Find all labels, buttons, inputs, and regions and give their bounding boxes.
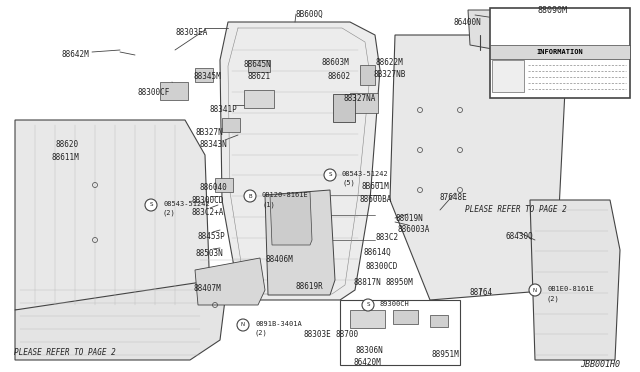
Bar: [393, 310, 418, 324]
Bar: [490, 45, 630, 59]
Text: 88622M: 88622M: [376, 58, 404, 67]
Bar: [222, 118, 240, 132]
Text: (1): (1): [262, 201, 275, 208]
Text: 08543-51242: 08543-51242: [163, 201, 210, 207]
Polygon shape: [270, 192, 312, 245]
Text: S: S: [149, 202, 153, 208]
Text: 88303EA: 88303EA: [175, 28, 207, 37]
Bar: [215, 178, 233, 192]
Circle shape: [529, 284, 541, 296]
Bar: [340, 300, 460, 365]
Polygon shape: [195, 258, 265, 305]
Text: 88327NA: 88327NA: [343, 94, 376, 103]
Text: 88619R: 88619R: [296, 282, 324, 291]
Text: JBB001H0: JBB001H0: [580, 360, 620, 369]
Text: 886003A: 886003A: [397, 225, 429, 234]
Text: 886040: 886040: [200, 183, 228, 192]
Text: 0891B-3401A: 0891B-3401A: [255, 321, 301, 327]
Text: 88950M: 88950M: [385, 278, 413, 287]
Circle shape: [237, 319, 249, 331]
Text: 88407M: 88407M: [194, 284, 221, 293]
Bar: [333, 94, 355, 122]
Text: 88621: 88621: [248, 72, 271, 81]
Circle shape: [145, 199, 157, 211]
Bar: [492, 60, 524, 92]
Text: 88642M: 88642M: [62, 50, 90, 59]
Polygon shape: [530, 200, 620, 360]
Text: 88345M: 88345M: [193, 72, 221, 81]
Text: 0B1E0-8161E: 0B1E0-8161E: [547, 286, 594, 292]
Text: 8B327NB: 8B327NB: [374, 70, 406, 79]
Text: 88343N: 88343N: [200, 140, 228, 149]
Circle shape: [324, 169, 336, 181]
Text: 08543-51242: 08543-51242: [342, 171, 388, 177]
Text: 88300CD: 88300CD: [366, 262, 398, 271]
Bar: [490, 8, 630, 98]
Text: 88600BA: 88600BA: [359, 195, 392, 204]
Text: 883C2+A: 883C2+A: [191, 208, 223, 217]
Text: (2): (2): [255, 330, 268, 337]
Text: 88645N: 88645N: [244, 60, 272, 69]
Polygon shape: [390, 35, 565, 300]
Text: 88300CF: 88300CF: [138, 88, 170, 97]
Text: 88453P: 88453P: [197, 232, 225, 241]
Text: 8B327N: 8B327N: [196, 128, 224, 137]
Polygon shape: [265, 190, 335, 295]
Text: 88090M: 88090M: [537, 6, 567, 15]
Text: 88951M: 88951M: [431, 350, 459, 359]
Text: 86400N: 86400N: [453, 18, 481, 27]
Text: S: S: [366, 302, 370, 308]
Text: 883C2: 883C2: [375, 233, 398, 242]
Bar: [350, 93, 378, 113]
Text: N: N: [533, 288, 537, 292]
Text: 88700: 88700: [336, 330, 359, 339]
Text: B: B: [248, 193, 252, 199]
Text: 88817N: 88817N: [353, 278, 381, 287]
Text: 88764: 88764: [470, 288, 493, 297]
Text: 88614Q: 88614Q: [363, 248, 391, 257]
Text: 88503N: 88503N: [196, 249, 224, 258]
Text: 88602: 88602: [327, 72, 350, 81]
Bar: [350, 310, 385, 328]
Text: 8B601M: 8B601M: [361, 182, 388, 191]
Text: 88603M: 88603M: [322, 58, 349, 67]
Text: 68430Q: 68430Q: [505, 232, 532, 241]
Text: PLEASE REFER TO PAGE 2: PLEASE REFER TO PAGE 2: [465, 205, 567, 214]
Bar: [160, 82, 188, 100]
Text: 88611M: 88611M: [52, 153, 80, 162]
Text: S: S: [328, 173, 332, 177]
Text: 86420M: 86420M: [353, 358, 381, 367]
Polygon shape: [15, 280, 225, 360]
Text: 88019N: 88019N: [396, 214, 424, 223]
Text: INFORMATION: INFORMATION: [536, 49, 584, 55]
Text: N: N: [241, 323, 245, 327]
Circle shape: [362, 299, 374, 311]
Text: 8B300CD: 8B300CD: [191, 196, 223, 205]
Text: PLEASE REFER TO PAGE 2: PLEASE REFER TO PAGE 2: [14, 348, 116, 357]
Text: 8B600Q: 8B600Q: [296, 10, 324, 19]
Bar: [195, 68, 213, 82]
Text: 88406M: 88406M: [265, 255, 292, 264]
Circle shape: [244, 190, 256, 202]
Bar: [360, 65, 375, 85]
Text: 88303E: 88303E: [304, 330, 332, 339]
Text: 0B120-8161E: 0B120-8161E: [262, 192, 308, 198]
Text: (2): (2): [547, 295, 560, 301]
Polygon shape: [15, 120, 210, 310]
Bar: [244, 90, 274, 108]
Bar: [248, 60, 270, 72]
Text: 89300CH: 89300CH: [380, 301, 410, 307]
Bar: [430, 315, 448, 327]
Text: 88341P: 88341P: [209, 105, 237, 114]
Text: (5): (5): [342, 180, 355, 186]
Text: 88620: 88620: [55, 140, 78, 149]
Text: (2): (2): [163, 210, 176, 217]
Text: 88306N: 88306N: [355, 346, 383, 355]
Polygon shape: [468, 10, 502, 50]
Text: 87648E: 87648E: [440, 193, 468, 202]
Polygon shape: [220, 22, 380, 300]
